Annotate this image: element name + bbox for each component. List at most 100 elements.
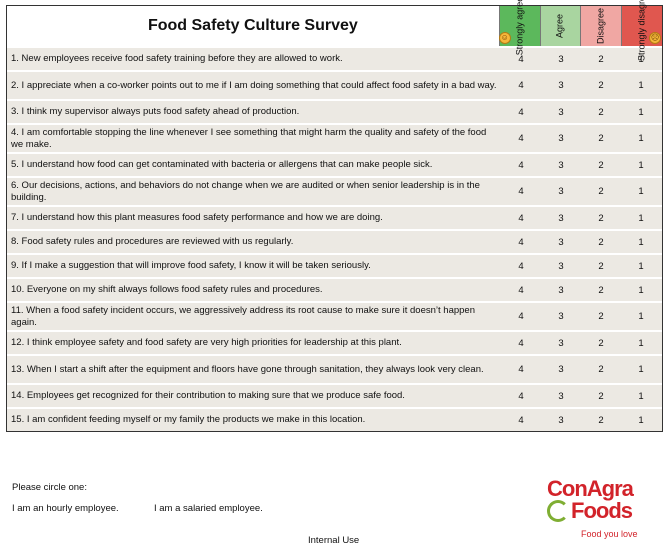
rating-option[interactable]: 2 — [598, 80, 604, 91]
logo-line2: Foods — [571, 498, 633, 523]
header-strongly-disagree: Strongly disagree ☹ — [621, 0, 662, 61]
header-strongly-agree: Strongly agree ☺ — [498, 0, 540, 55]
rating-option[interactable]: 4 — [518, 236, 524, 248]
rating-option[interactable]: 4 — [518, 311, 524, 322]
rating-option[interactable]: 4 — [518, 106, 524, 118]
rating-option[interactable]: 2 — [598, 159, 604, 171]
header-label: Disagree — [595, 7, 606, 45]
rating-option[interactable]: 4 — [518, 186, 524, 197]
rating-option[interactable]: 1 — [638, 390, 644, 402]
rating-option[interactable]: 3 — [558, 212, 564, 224]
rating-option[interactable]: 1 — [638, 159, 644, 171]
rating-option[interactable]: 1 — [638, 260, 644, 272]
question-text: 8. Food safety rules and procedures are … — [11, 236, 294, 247]
rating-option[interactable]: 2 — [598, 414, 604, 426]
rating-option[interactable]: 3 — [558, 311, 564, 322]
rating-option[interactable]: 1 — [638, 337, 644, 349]
rating-option[interactable]: 3 — [558, 236, 564, 248]
rating-option[interactable]: 4 — [518, 390, 524, 402]
question-row: 15. I am confident feeding myself or my … — [7, 407, 662, 431]
question-text: 6. Our decisions, actions, and behaviors… — [11, 179, 480, 203]
rating-option[interactable]: 4 — [518, 364, 524, 375]
rating-option[interactable]: 2 — [598, 53, 604, 65]
rating-option[interactable]: 2 — [598, 311, 604, 322]
question-text: 13. When I start a shift after the equip… — [11, 363, 484, 375]
rating-option[interactable]: 2 — [598, 212, 604, 224]
question-row: 6. Our decisions, actions, and behaviors… — [7, 176, 662, 205]
question-text: 9. If I make a suggestion that will impr… — [11, 260, 371, 271]
rating-option[interactable]: 1 — [638, 133, 644, 144]
salaried-employee-option[interactable]: I am a salaried employee. — [154, 503, 263, 514]
question-list: 1. New employees receive food safety tra… — [7, 46, 662, 431]
rating-option[interactable]: 1 — [638, 414, 644, 426]
header-disagree: Disagree — [580, 6, 622, 46]
rating-option[interactable]: 1 — [638, 364, 644, 375]
header-label: Strongly agree — [514, 0, 525, 56]
rating-option[interactable]: 4 — [518, 414, 524, 426]
rating-option[interactable]: 4 — [518, 337, 524, 349]
rating-option[interactable]: 3 — [558, 106, 564, 118]
rating-option[interactable]: 3 — [558, 159, 564, 171]
rating-option[interactable]: 1 — [638, 212, 644, 224]
question-row: 13. When I start a shift after the equip… — [7, 354, 662, 383]
header-label: Strongly disagree — [636, 0, 647, 62]
question-text: 2. I appreciate when a co-worker points … — [11, 79, 497, 91]
conagra-foods-logo: ConAgra Foods Food you love — [547, 478, 657, 540]
rating-option[interactable]: 3 — [558, 260, 564, 272]
question-row: 9. If I make a suggestion that will impr… — [7, 253, 662, 277]
rating-option[interactable]: 2 — [598, 390, 604, 402]
rating-option[interactable]: 4 — [518, 159, 524, 171]
rating-option[interactable]: 2 — [598, 260, 604, 272]
rating-option[interactable]: 3 — [558, 364, 564, 375]
question-row: 11. When a food safety incident occurs, … — [7, 301, 662, 330]
rating-option[interactable]: 4 — [518, 260, 524, 272]
rating-option[interactable]: 3 — [558, 133, 564, 144]
rating-option[interactable]: 4 — [518, 80, 524, 91]
rating-option[interactable]: 1 — [638, 236, 644, 248]
question-text: 7. I understand how this plant measures … — [11, 212, 383, 223]
rating-option[interactable]: 1 — [638, 106, 644, 118]
question-row: 10. Everyone on my shift always follows … — [7, 277, 662, 301]
rating-option[interactable]: 3 — [558, 284, 564, 296]
logo-tagline: Food you love — [581, 529, 638, 539]
rating-option[interactable]: 1 — [638, 284, 644, 296]
question-text: 3. I think my supervisor always puts foo… — [11, 106, 300, 117]
question-text: 5. I understand how food can get contami… — [11, 159, 433, 170]
question-row: 7. I understand how this plant measures … — [7, 205, 662, 229]
rating-option[interactable]: 2 — [598, 284, 604, 296]
rating-option[interactable]: 2 — [598, 364, 604, 375]
rating-option[interactable]: 4 — [518, 212, 524, 224]
rating-option[interactable]: 2 — [598, 106, 604, 118]
rating-option[interactable]: 1 — [638, 80, 644, 91]
rating-option[interactable]: 4 — [518, 284, 524, 296]
question-row: 5. I understand how food can get contami… — [7, 152, 662, 176]
rating-option[interactable]: 2 — [598, 236, 604, 248]
rating-option[interactable]: 4 — [518, 133, 524, 144]
rating-option[interactable]: 3 — [558, 53, 564, 65]
internal-use-label: Internal Use — [308, 535, 360, 546]
rating-option[interactable]: 4 — [518, 53, 524, 65]
swirl-icon — [547, 500, 569, 522]
question-text: 11. When a food safety incident occurs, … — [11, 304, 475, 328]
circle-prompt: Please circle one: — [12, 482, 87, 493]
rating-option[interactable]: 1 — [638, 186, 644, 197]
rating-option[interactable]: 2 — [598, 337, 604, 349]
rating-option[interactable]: 3 — [558, 414, 564, 426]
survey-table: Food Safety Culture Survey Strongly agre… — [6, 0, 663, 432]
rating-option[interactable]: 3 — [558, 186, 564, 197]
rating-option[interactable]: 2 — [598, 133, 604, 144]
header-agree: Agree — [539, 6, 581, 46]
rating-option[interactable]: 3 — [558, 337, 564, 349]
question-text: 1. New employees receive food safety tra… — [11, 53, 343, 64]
rating-option[interactable]: 3 — [558, 390, 564, 402]
question-text: 15. I am confident feeding myself or my … — [11, 414, 366, 425]
question-row: 3. I think my supervisor always puts foo… — [7, 99, 662, 123]
rating-option[interactable]: 3 — [558, 80, 564, 91]
rating-option[interactable]: 1 — [638, 311, 644, 322]
header-label: Agree — [554, 13, 565, 39]
rating-option[interactable]: 1 — [638, 53, 644, 65]
hourly-employee-option[interactable]: I am an hourly employee. — [12, 503, 119, 514]
question-text: 14. Employees get recognized for their c… — [11, 390, 405, 401]
rating-option[interactable]: 2 — [598, 186, 604, 197]
question-text: 12. I think employee safety and food saf… — [11, 337, 402, 348]
